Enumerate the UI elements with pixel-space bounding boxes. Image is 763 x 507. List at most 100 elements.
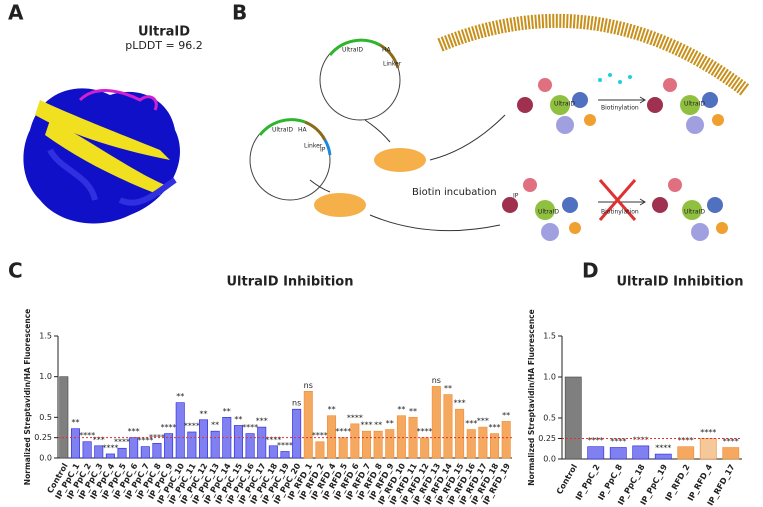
bar [609, 447, 627, 460]
plasmid-label: HA [298, 127, 308, 134]
significance-label: **** [137, 436, 153, 445]
significance-label: **** [610, 437, 626, 446]
panel-label: B [232, 1, 247, 25]
arrow [598, 198, 646, 206]
cell [374, 148, 426, 172]
protein-cluster [502, 73, 728, 241]
bar [455, 408, 465, 459]
bar [117, 447, 127, 459]
plasmid-segment [323, 139, 332, 156]
panel-label: D [582, 259, 599, 283]
significance-label: *** [477, 417, 489, 426]
bar [443, 394, 453, 459]
bar [59, 376, 69, 459]
y-tick-label: 1.0 [543, 373, 556, 382]
step-label: Biotin incubation [412, 187, 497, 198]
bar [654, 453, 672, 460]
significance-label: *** [128, 427, 140, 436]
arrow [598, 96, 646, 104]
plasmid-label: HA [382, 47, 392, 54]
bar [70, 428, 80, 459]
bar [303, 391, 313, 459]
chart-title: UltraID Inhibition [227, 275, 354, 290]
plasmid-label: Linker [383, 61, 402, 68]
bar [396, 415, 406, 459]
diagram-label: UltraID [538, 209, 559, 216]
bar [152, 443, 162, 459]
significance-label: *** [465, 419, 477, 428]
diagram-label: IP [513, 193, 519, 200]
significance-label: **** [161, 423, 177, 432]
significance-label: ** [223, 407, 231, 416]
significance-label: *** [360, 421, 372, 430]
arrow [429, 114, 506, 161]
bar [501, 421, 511, 459]
bar [677, 446, 695, 460]
bar [245, 433, 255, 459]
significance-label: ** [71, 418, 79, 427]
diagram-label: UltraID [554, 101, 575, 108]
bar [385, 429, 395, 459]
significance-label: **** [417, 427, 433, 436]
bar [490, 433, 500, 459]
significance-label: **** [312, 431, 328, 440]
significance-label: **** [102, 443, 118, 452]
bar [175, 402, 185, 459]
significance-label: ns [304, 381, 313, 390]
significance-label: *** [489, 423, 501, 432]
y-tick-label: 1.5 [39, 332, 52, 341]
plasmid-segment [328, 38, 381, 56]
significance-label: **** [723, 437, 739, 446]
bar [564, 376, 582, 460]
significance-label: **** [588, 436, 604, 445]
protein-name: UltraID [138, 25, 190, 40]
significance-label: **** [265, 435, 281, 444]
plasmid-label: Linker [304, 143, 323, 150]
bar [210, 430, 220, 459]
significance-label: ** [211, 421, 219, 430]
bar [338, 437, 348, 459]
y-tick-label: 0.5 [543, 414, 556, 423]
plddt: pLDDT = 96.2 [125, 39, 202, 52]
bar [699, 438, 717, 460]
bar [327, 415, 337, 459]
significance-label: ns [432, 376, 441, 385]
bar [257, 426, 267, 459]
significance-label: **** [335, 427, 351, 436]
significance-label: ** [234, 415, 242, 424]
bar [233, 425, 243, 459]
y-tick-label: 0.0 [39, 454, 52, 463]
significance-label: *** [93, 435, 105, 444]
significance-label: ** [397, 405, 405, 414]
cell [314, 193, 366, 217]
bar [722, 447, 740, 460]
arrow [309, 179, 331, 193]
significance-label: ** [328, 405, 336, 414]
bar [466, 429, 476, 459]
diagram-label: Biotinylation [601, 209, 639, 216]
significance-label: ** [200, 409, 208, 418]
arrow [364, 119, 391, 143]
significance-label: **** [277, 441, 293, 450]
bar [292, 408, 302, 459]
bar [632, 445, 650, 460]
plasmid-label: UltraID [342, 47, 363, 54]
bar [361, 430, 371, 459]
diagram-label: UltraID [684, 209, 705, 216]
y-axis-label: Normalized Streptavidin/HA Fluorescence [527, 309, 536, 485]
panel-label: A [8, 1, 24, 25]
protein-structure [23, 88, 180, 224]
bar [187, 431, 197, 459]
significance-label: ** [409, 407, 417, 416]
significance-label: ** [386, 419, 394, 428]
significance-label: ns [292, 399, 301, 408]
significance-label: ** [444, 384, 452, 393]
chart-title: UltraID Inhibition [617, 275, 744, 290]
arrow [369, 214, 501, 232]
bar [199, 419, 209, 459]
bar [408, 417, 418, 459]
y-tick-label: 1.5 [543, 332, 556, 341]
bar [350, 423, 360, 459]
significance-label: ** [176, 392, 184, 401]
